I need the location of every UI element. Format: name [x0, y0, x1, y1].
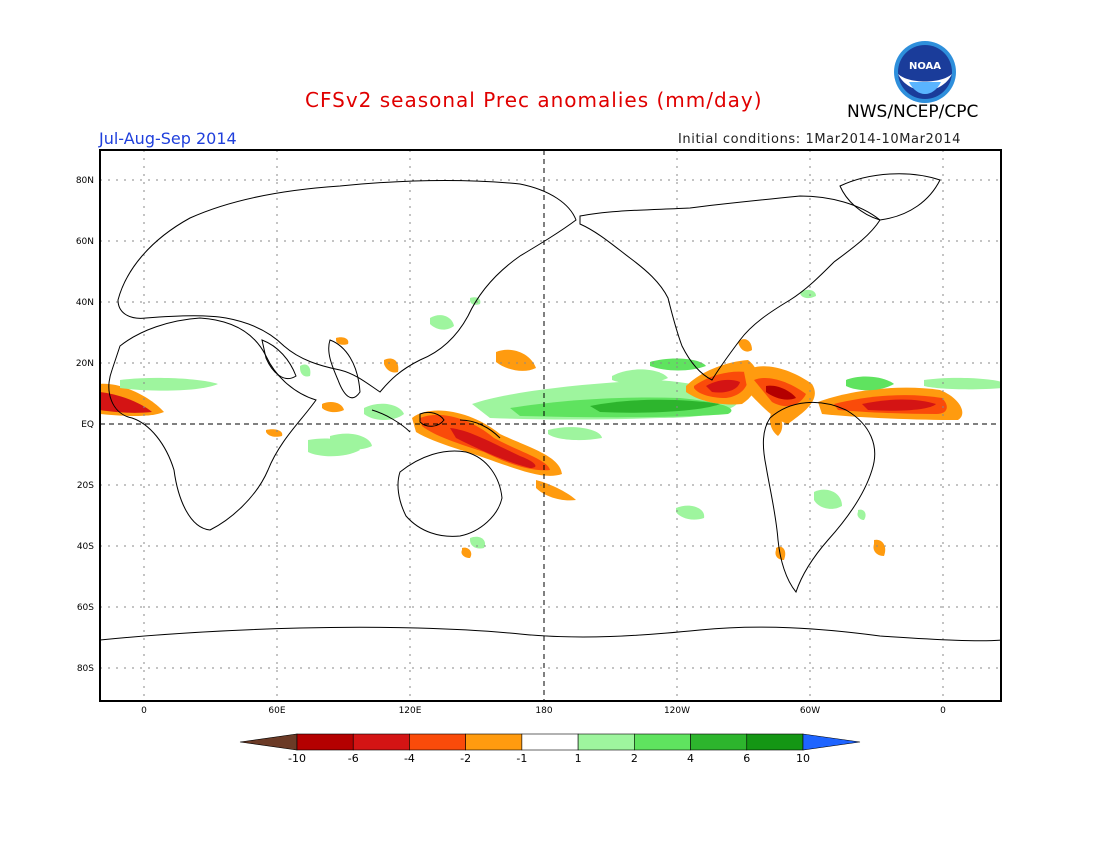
colorbar-swatch [634, 733, 691, 751]
colorbar-label: -2 [460, 752, 471, 765]
colorbar-swatch [296, 733, 354, 751]
lon-label: 180 [535, 706, 552, 716]
colorbar-label: 2 [631, 752, 638, 765]
colorbar-label: -6 [348, 752, 359, 765]
colorbar-label: 10 [796, 752, 810, 765]
colorbar-swatch [465, 733, 523, 751]
latitude-labels: 80N 60N 40N 20N EQ 20S 40S 60S 80S [76, 176, 94, 674]
colorbar-low-arrow [239, 733, 298, 751]
lon-label: 120W [664, 706, 690, 716]
colorbar-label: 1 [575, 752, 582, 765]
lon-label: 0 [141, 706, 147, 716]
lat-label: 80N [76, 176, 94, 186]
noaa-logo: NOAA [894, 41, 956, 103]
lon-label: 60E [268, 706, 285, 716]
lat-label: 80S [77, 664, 94, 674]
colorbar-swatch [577, 733, 635, 751]
season-label: Jul-Aug-Sep 2014 [99, 129, 237, 148]
colorbar-swatch [746, 733, 804, 751]
lon-label: 60W [800, 706, 820, 716]
map-title: CFSv2 seasonal Prec anomalies (mm/day) [305, 88, 763, 112]
lat-label: 20N [76, 359, 94, 369]
map-frame [99, 149, 1002, 702]
lat-label: 40S [77, 542, 94, 552]
noaa-logo-text: NOAA [909, 61, 941, 72]
colorbar-label: 6 [743, 752, 750, 765]
colorbar-label: -1 [516, 752, 527, 765]
organization-label: NWS/NCEP/CPC [847, 102, 979, 122]
colorbar-high-arrow [802, 733, 861, 751]
map-gridlines [100, 150, 1001, 701]
colorbar: -10 -6 -4 -2 -1 1 2 4 6 10 [239, 733, 861, 765]
lat-label: EQ [81, 420, 94, 430]
longitude-labels: 0 60E 120E 180 120W 60W 0 [141, 706, 946, 716]
lon-label: 0 [940, 706, 946, 716]
colorbar-swatch [352, 733, 410, 751]
lat-label: 60S [77, 603, 94, 613]
colorbar-swatch [690, 733, 748, 751]
colorbar-swatch [409, 733, 466, 751]
anomaly-shading [100, 289, 1001, 560]
lon-label: 120E [399, 706, 422, 716]
initial-conditions-label: Initial conditions: 1Mar2014-10Mar2014 [678, 132, 962, 147]
equator-and-dateline [100, 150, 1001, 701]
colorbar-label: -4 [404, 752, 415, 765]
colorbar-label: -10 [288, 752, 306, 765]
coastlines [100, 173, 1001, 642]
lat-label: 60N [76, 237, 94, 247]
colorbar-swatch [521, 733, 579, 751]
lat-label: 20S [77, 481, 94, 491]
colorbar-label: 4 [687, 752, 694, 765]
lat-label: 40N [76, 298, 94, 308]
